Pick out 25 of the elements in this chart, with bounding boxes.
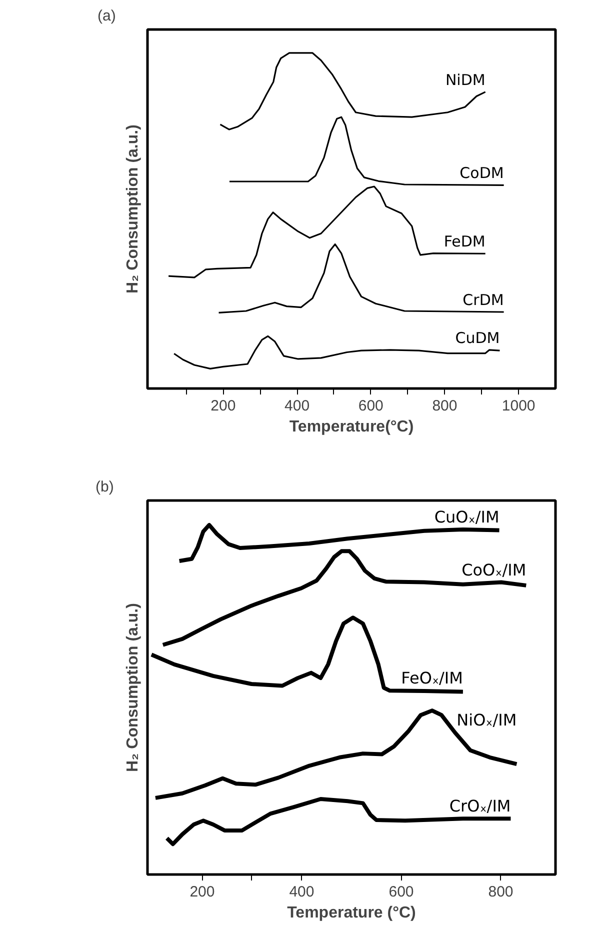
series-label: CoDM (460, 164, 504, 182)
x-tick-label: 400 (289, 884, 314, 900)
x-axis-title: Temperature (°C) (287, 904, 416, 922)
series-label: NiDM (445, 70, 486, 89)
x-tick-label: 600 (358, 398, 384, 414)
x-axis-title: Temperature(°C) (289, 418, 414, 436)
x-tick-label: 600 (388, 884, 414, 900)
series-label: CrDM (462, 291, 504, 310)
x-tick-label: 200 (210, 398, 236, 414)
x-tick-label: 1000 (502, 398, 536, 414)
x-tick-label: 800 (432, 398, 458, 414)
text: (b) (96, 478, 114, 496)
x-tick-label: 800 (488, 884, 514, 900)
text: (a) (98, 8, 116, 24)
y-axis-title: H₂ Consumption (a.u.) (124, 124, 142, 294)
series-label: NiOₓ/IM (456, 710, 517, 730)
series-label: FeOₓ/IM (401, 668, 463, 688)
series-label: CrOₓ/IM (449, 796, 511, 816)
series-label: CuOₓ/IM (434, 508, 500, 527)
series-label: CuDM (455, 328, 500, 347)
series-label: CoOₓ/IM (462, 560, 526, 580)
x-tick-label: 400 (284, 398, 310, 414)
y-axis-title: H₂ Consumption (a.u.) (124, 603, 142, 772)
x-tick-label: 200 (190, 884, 215, 900)
series-label: FeDM (444, 232, 486, 250)
